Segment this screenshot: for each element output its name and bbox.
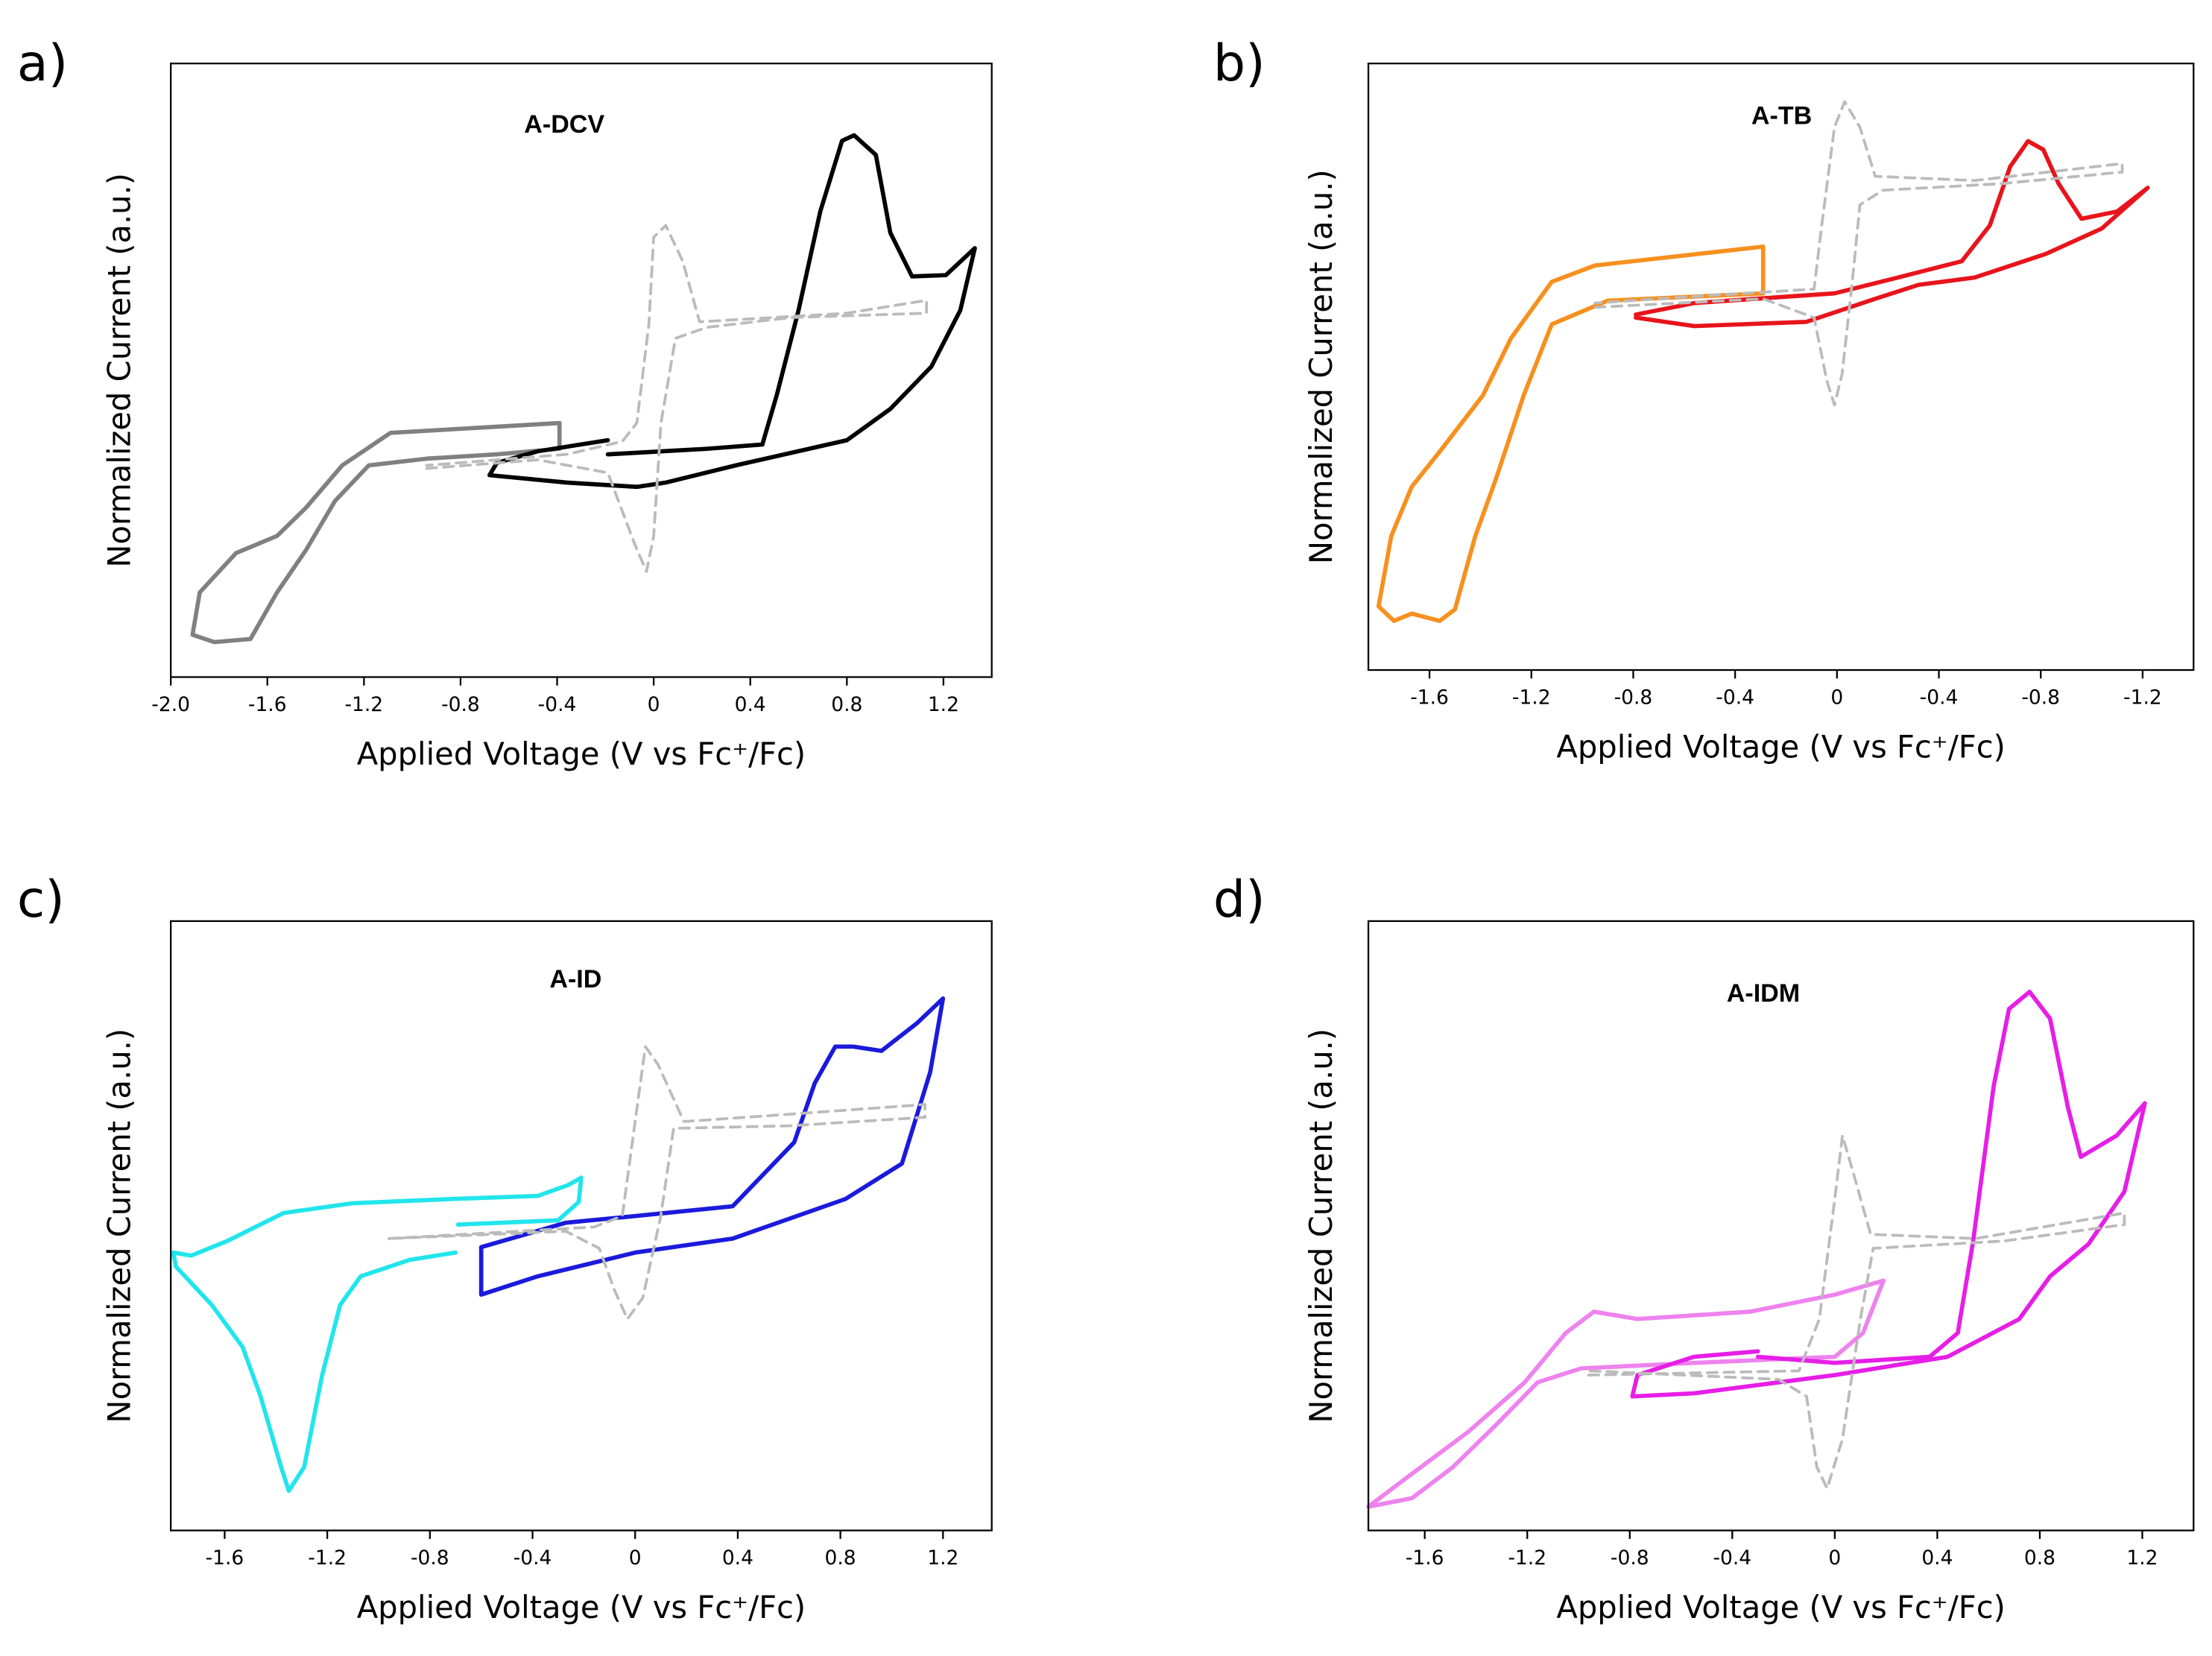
plot-frame: [170, 63, 993, 678]
x-tick-label: 0: [629, 1546, 642, 1570]
x-tick-label: -1.6: [1406, 1546, 1444, 1570]
cv-curve: [1587, 1134, 2126, 1491]
x-tick-label: -0.8: [2021, 686, 2060, 709]
cv-curve: [1630, 989, 2147, 1399]
x-axis-label: Applied Voltage (V vs Fc⁺/Fc): [1556, 1589, 2005, 1625]
panel-label: a): [17, 34, 68, 93]
x-tick-label: -0.8: [1614, 686, 1653, 709]
cv-curve: [425, 224, 929, 573]
x-tick-label: -0.8: [411, 1546, 449, 1570]
cv-curve: [1593, 100, 2124, 407]
y-axis-label: Normalized Current (a.u.): [1303, 169, 1339, 564]
x-tick-label: 1.2: [2126, 1546, 2158, 1570]
plot-frame: [1367, 63, 2195, 671]
x-tick-label: -0.8: [441, 693, 480, 716]
x-axis-label: Applied Voltage (V vs Fc⁺/Fc): [357, 736, 806, 772]
x-tick-label: -1.2: [2123, 686, 2162, 709]
x-tick-label: 0: [1828, 1546, 1841, 1570]
chart-title: A-IDM: [1727, 979, 1800, 1008]
panel-label: b): [1213, 34, 1265, 93]
x-tick-label: 0.4: [735, 693, 766, 716]
plot-frame: [170, 920, 993, 1532]
x-tick-label: -0.4: [1716, 686, 1754, 709]
y-axis-label: Normalized Current (a.u.): [1303, 1028, 1339, 1423]
chart-title: A-TB: [1751, 102, 1812, 130]
cv-curve: [1634, 139, 2150, 329]
cv-curve: [190, 420, 562, 645]
x-tick-label: -1.2: [344, 693, 383, 716]
panel-label: d): [1213, 870, 1265, 929]
x-axis-label: Applied Voltage (V vs Fc⁺/Fc): [1556, 728, 2005, 765]
cv-curve: [387, 1045, 927, 1321]
x-tick-label: -1.6: [248, 693, 287, 716]
x-tick-label: 1.2: [927, 1546, 958, 1570]
x-tick-label: 0: [648, 693, 660, 716]
cv-curve: [478, 996, 946, 1297]
x-tick-label: -1.6: [206, 1546, 244, 1570]
x-tick-label: 0: [1830, 686, 1843, 709]
x-tick-label: -0.4: [538, 693, 577, 716]
x-tick-label: -0.4: [1920, 686, 1959, 709]
x-tick-label: -0.4: [1713, 1546, 1751, 1570]
x-tick-label: 0.4: [1921, 1546, 1953, 1570]
x-axis-label: Applied Voltage (V vs Fc⁺/Fc): [357, 1589, 806, 1625]
x-tick-label: -1.2: [1508, 1546, 1546, 1570]
x-tick-label: -0.4: [514, 1546, 552, 1570]
cv-curve: [171, 1175, 584, 1494]
y-axis-label: Normalized Current (a.u.): [101, 173, 137, 568]
x-tick-label: 1.2: [928, 693, 959, 716]
x-tick-label: -1.2: [1512, 686, 1551, 709]
x-tick-label: -2.0: [151, 693, 190, 716]
cv-curve: [1376, 244, 1766, 623]
x-tick-label: -1.6: [1410, 686, 1449, 709]
x-tick-label: -0.8: [1611, 1546, 1649, 1570]
x-tick-label: 0.8: [825, 1546, 856, 1570]
cv-curve: [1366, 1278, 1886, 1509]
cv-curve: [487, 133, 977, 490]
x-tick-label: 0.4: [722, 1546, 753, 1570]
chart-title: A-ID: [549, 965, 601, 993]
panel-label: c): [17, 870, 65, 929]
y-axis-label: Normalized Current (a.u.): [101, 1028, 137, 1423]
x-tick-label: -1.2: [308, 1546, 347, 1570]
x-tick-label: 0.8: [831, 693, 862, 716]
x-tick-label: 0.8: [2024, 1546, 2055, 1570]
chart-title: A-DCV: [524, 110, 604, 139]
plot-frame: [1367, 920, 2195, 1532]
